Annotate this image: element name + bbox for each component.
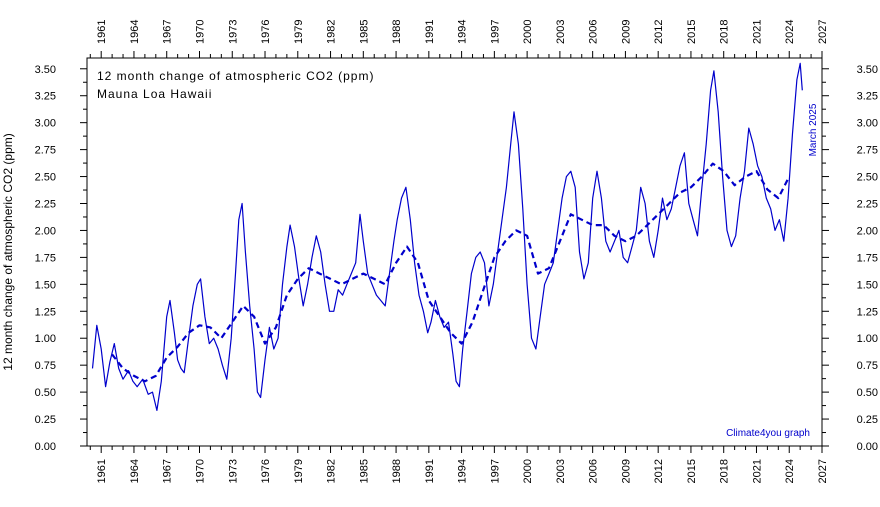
- x-tick-label-top: 2024: [784, 20, 796, 44]
- y-tick-label-right: 0.50: [857, 387, 878, 399]
- x-tick-label-bottom: 1979: [293, 459, 305, 483]
- y-tick-label-left: 3.50: [35, 64, 56, 76]
- x-tick-label-bottom: 1994: [457, 459, 469, 483]
- x-tick-label-top: 2003: [555, 20, 567, 44]
- x-tick-label-bottom: 2009: [620, 459, 632, 483]
- x-tick-label-bottom: 1982: [326, 459, 338, 483]
- x-tick-label-top: 2027: [817, 20, 829, 44]
- y-tick-label-left: 0.50: [35, 387, 56, 399]
- y-tick-label-right: 1.00: [857, 333, 878, 345]
- x-tick-label-top: 1964: [129, 20, 141, 44]
- x-tick-label-top: 2009: [620, 20, 632, 44]
- x-tick-label-bottom: 2000: [522, 459, 534, 483]
- x-tick-label-bottom: 2027: [817, 459, 829, 483]
- x-tick-label-top: 1973: [227, 20, 239, 44]
- x-tick-label-top: 2000: [522, 20, 534, 44]
- x-tick-label-top: 1979: [293, 20, 305, 44]
- y-tick-label-right: 3.50: [857, 64, 878, 76]
- x-tick-label-top: 1994: [457, 20, 469, 44]
- x-tick-label-top: 2021: [751, 20, 763, 44]
- x-tick-label-top: 2012: [653, 20, 665, 44]
- y-tick-label-left: 0.25: [35, 414, 56, 426]
- y-tick-label-right: 1.75: [857, 252, 878, 264]
- x-tick-label-bottom: 1970: [194, 459, 206, 483]
- credit-label: Climate4you graph: [726, 428, 810, 439]
- y-tick-label-right: 1.50: [857, 279, 878, 291]
- running-mean-line: [111, 162, 791, 383]
- x-axis-ticks: 1961 1961 1964 1964 1967 1967 1970 1970 1973 1973…: [89, 20, 829, 483]
- x-tick-label-bottom: 1985: [358, 459, 370, 483]
- monthly-change-line: [91, 62, 803, 411]
- x-tick-label-top: 2015: [686, 20, 698, 44]
- x-tick-label-top: 1961: [96, 20, 108, 44]
- x-tick-label-top: 1985: [358, 20, 370, 44]
- y-tick-label-left: 2.25: [35, 199, 56, 211]
- x-tick-label-bottom: 2006: [588, 459, 600, 483]
- x-tick-label-bottom: 1976: [260, 459, 272, 483]
- y-tick-label-left: 3.00: [35, 118, 56, 130]
- x-tick-label-top: 1997: [489, 20, 501, 44]
- y-tick-label-right: 1.25: [857, 306, 878, 318]
- x-tick-label-top: 2018: [719, 20, 731, 44]
- y-tick-label-right: 3.00: [857, 118, 878, 130]
- y-tick-label-left: 2.75: [35, 145, 56, 157]
- x-tick-label-bottom: 1964: [129, 459, 141, 483]
- y-tick-label-left: 1.00: [35, 333, 56, 345]
- x-tick-label-bottom: 2012: [653, 459, 665, 483]
- x-tick-label-bottom: 2021: [751, 459, 763, 483]
- y-tick-label-left: 3.25: [35, 91, 56, 103]
- y-tick-label-left: 1.50: [35, 279, 56, 291]
- y-tick-label-right: 2.75: [857, 145, 878, 157]
- y-tick-label-left: 1.25: [35, 306, 56, 318]
- x-tick-label-bottom: 1961: [96, 459, 108, 483]
- x-tick-label-bottom: 1991: [424, 459, 436, 483]
- x-tick-label-top: 1982: [326, 20, 338, 44]
- last-date-annotation: March 2025: [808, 103, 819, 156]
- series-layer: [91, 62, 803, 411]
- x-tick-label-bottom: 2003: [555, 459, 567, 483]
- y-tick-label-right: 0.00: [857, 441, 878, 453]
- x-tick-label-top: 1988: [391, 20, 403, 44]
- y-tick-label-left: 2.50: [35, 172, 56, 184]
- y-tick-label-left: 1.75: [35, 252, 56, 264]
- plot-frame: [86, 57, 823, 447]
- x-tick-label-top: 1976: [260, 20, 272, 44]
- y-tick-label-right: 0.25: [857, 414, 878, 426]
- y-axis-label: 12 month change of atmospheric CO2 (ppm): [1, 133, 15, 370]
- x-tick-label-bottom: 1988: [391, 459, 403, 483]
- chart-subtitle: Mauna Loa Hawaii: [97, 87, 212, 101]
- x-tick-label-top: 1967: [162, 20, 174, 44]
- x-tick-label-bottom: 2024: [784, 459, 796, 483]
- y-tick-label-right: 0.75: [857, 360, 878, 372]
- y-tick-label-left: 2.00: [35, 225, 56, 237]
- y-tick-label-left: 0.00: [35, 441, 56, 453]
- x-tick-label-top: 2006: [588, 20, 600, 44]
- x-tick-label-bottom: 2018: [719, 459, 731, 483]
- x-tick-label-top: 1970: [194, 20, 206, 44]
- x-tick-label-bottom: 1973: [227, 459, 239, 483]
- y-tick-label-left: 0.75: [35, 360, 56, 372]
- x-tick-label-bottom: 1997: [489, 459, 501, 483]
- x-tick-label-bottom: 2015: [686, 459, 698, 483]
- x-tick-label-top: 1991: [424, 20, 436, 44]
- chart-title: 12 month change of atmospheric CO2 (ppm): [97, 69, 374, 83]
- y-tick-label-right: 2.25: [857, 199, 878, 211]
- x-tick-label-bottom: 1967: [162, 459, 174, 483]
- y-axis-ticks: 0.00 0.00 0.25 0.25 0.50 0.50 0.75 0.75 1.00 1.00…: [35, 64, 878, 453]
- y-tick-label-right: 3.25: [857, 91, 878, 103]
- y-tick-label-right: 2.50: [857, 172, 878, 184]
- y-tick-label-right: 2.00: [857, 225, 878, 237]
